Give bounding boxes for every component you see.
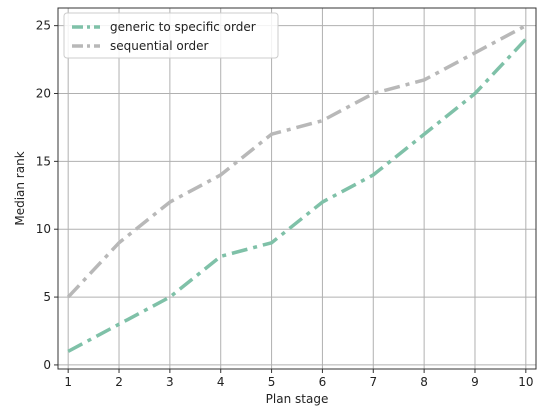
x-tick-label: 3 (166, 375, 174, 389)
legend: generic to specific order sequential orde… (63, 12, 279, 59)
x-tick-label: 4 (217, 375, 225, 389)
y-tick-label: 25 (36, 19, 51, 33)
legend-box (63, 12, 279, 59)
y-tick-label: 5 (43, 290, 51, 304)
series-layer (66, 24, 528, 353)
legend-label: sequential order (110, 39, 208, 53)
x-tick-label: 9 (471, 375, 479, 389)
x-tick-label: 2 (115, 375, 123, 389)
series-line-2 (66, 24, 527, 299)
x-tick-label: 5 (268, 375, 276, 389)
y-axis-ticks: 0 5 10 15 20 25 (36, 19, 58, 372)
x-axis-label: Plan stage (266, 392, 329, 406)
x-tick-label: 10 (518, 375, 533, 389)
y-tick-label: 0 (43, 358, 51, 372)
x-tick-label: 7 (369, 375, 377, 389)
y-axis-label: Median rank (13, 151, 27, 225)
x-axis-ticks: 1 2 3 4 5 6 7 8 9 10 (64, 369, 533, 389)
legend-label: generic to specific order (110, 20, 256, 34)
x-tick-label: 6 (319, 375, 327, 389)
series-line-1 (67, 38, 528, 353)
x-tick-label: 1 (64, 375, 72, 389)
y-tick-label: 15 (36, 154, 51, 168)
y-tick-label: 10 (36, 222, 51, 236)
grid-lines (58, 8, 536, 369)
y-tick-label: 20 (36, 87, 51, 101)
x-tick-label: 8 (420, 375, 428, 389)
plot-frame (57, 7, 537, 370)
